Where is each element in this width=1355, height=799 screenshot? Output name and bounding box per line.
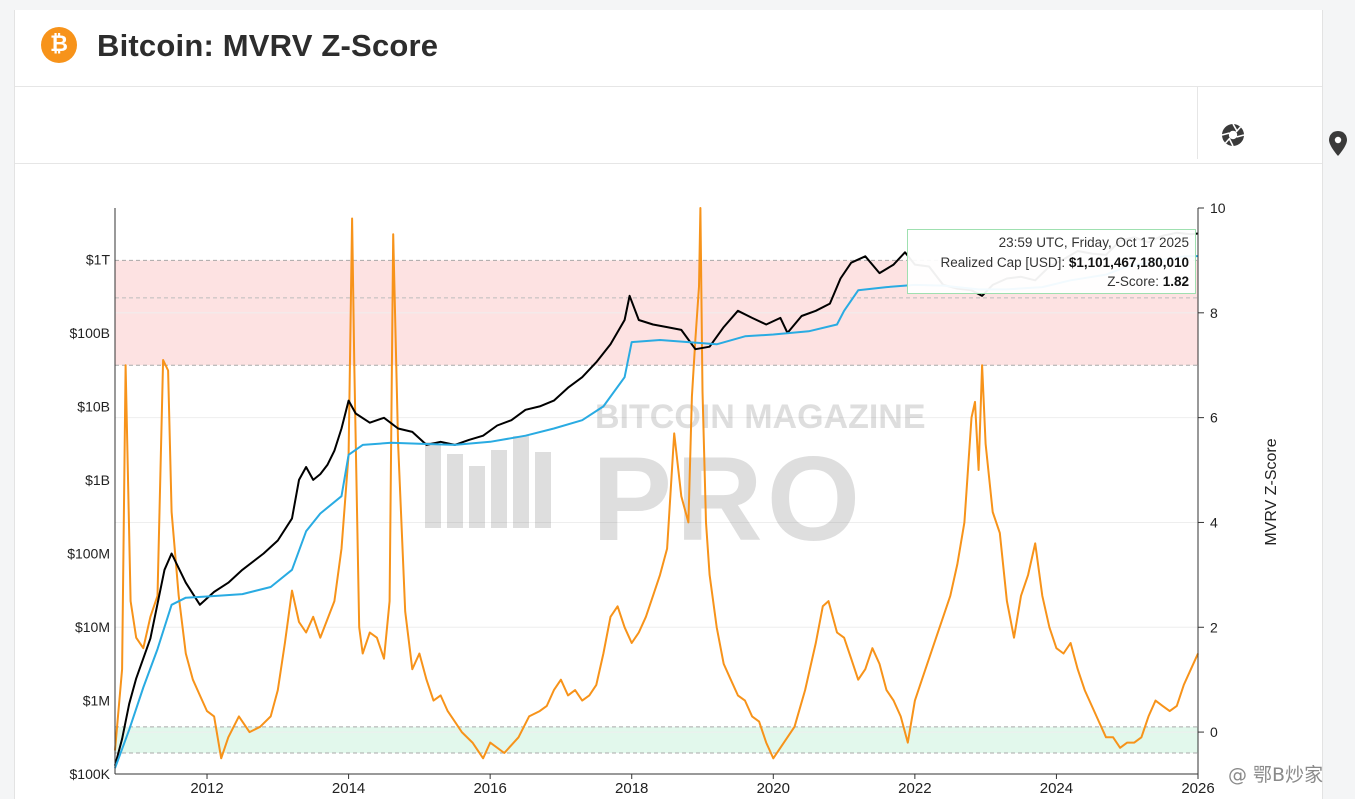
right-tick-label: 0 [1210,724,1218,740]
camera-icon[interactable] [1220,122,1246,148]
x-tick-label: 2012 [190,780,223,797]
left-tick-label: $100B [70,325,110,341]
right-axis-label: MVRV Z-Score [1263,438,1280,545]
left-tick-label: $1M [83,692,110,708]
tooltip-realized-row: Realized Cap [USD]: $1,101,467,180,010 [908,253,1195,273]
green-zone [115,726,1198,754]
data-tooltip: 23:59 UTC, Friday, Oct 17 2025 Realized … [907,229,1196,294]
tooltip-time: 23:59 UTC, Friday, Oct 17 2025 [998,235,1189,250]
left-tick-label: $1B [85,472,110,488]
right-tick-label: 8 [1210,305,1218,321]
right-tick-label: 10 [1210,200,1226,216]
tooltip-realized-label: Realized Cap [USD]: [940,254,1066,270]
watermark-brand-line1: BITCOIN MAGAZINE [595,398,926,436]
left-tick-label: $1T [86,251,111,267]
bitcoin-icon: ₿ [41,27,77,63]
right-tick-label: 6 [1210,410,1218,426]
x-tick-label: 2018 [615,780,648,797]
watermark-brand-line2: PRO [592,432,864,566]
x-tick-label: 2014 [332,780,365,797]
tooltip-zscore-row: Z-Score: 1.82 [908,272,1195,292]
left-tick-label: $10M [75,619,110,635]
z-score-line [114,207,1199,760]
x-tick-label: 2026 [1181,780,1214,797]
left-tick-label: $10B [77,398,110,414]
left-tick-label: $100M [67,545,110,561]
tooltip-realized-value: $1,101,467,180,010 [1068,254,1189,270]
chart-header: ₿ Bitcoin: MVRV Z-Score [15,10,1322,87]
right-tick-label: 2 [1210,619,1218,635]
x-tick-label: 2020 [757,780,790,797]
corner-watermark: @ 鄂B炒家 [1228,764,1324,786]
chart-card: ₿ Bitcoin: MVRV Z-Score [14,10,1323,799]
watermark-logo: BITCOIN MAGAZINE PRO [425,398,926,566]
page-title: Bitcoin: MVRV Z-Score [97,28,439,63]
x-tick-label: 2022 [898,780,931,797]
location-pin-icon[interactable] [1327,130,1349,158]
toolbar-divider [1197,87,1198,159]
right-tick-label: 4 [1210,514,1218,530]
tooltip-zscore-value: 1.82 [1162,274,1189,289]
tooltip-zscore-label: Z-Score: [1107,274,1159,289]
left-tick-label: $100K [70,766,111,782]
chart-toolbar [15,87,1322,164]
x-tick-label: 2016 [473,780,506,797]
x-tick-label: 2024 [1040,780,1073,797]
